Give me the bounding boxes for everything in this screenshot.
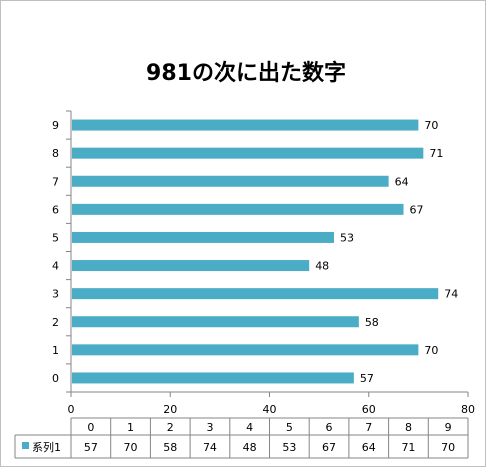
category-label: 6: [52, 203, 59, 216]
table-value-cell: 74: [203, 441, 217, 454]
table-header-cell: 6: [326, 421, 333, 434]
data-label: 70: [424, 344, 438, 357]
table-value-cell: 58: [163, 441, 177, 454]
category-label: 9: [52, 119, 59, 132]
table-value-cell: 64: [362, 441, 376, 454]
data-label: 71: [429, 147, 443, 160]
value-tick-label: 80: [461, 403, 475, 416]
data-label: 67: [409, 203, 423, 216]
category-label: 7: [52, 175, 59, 188]
legend-swatch: [22, 442, 29, 449]
table-header-cell: 5: [286, 421, 293, 434]
bar-4: [72, 260, 310, 272]
plot-area: 0 20 40 60 80 0 57 1 70 2 58 3 74 4 48 5 53 6 67 7 64 8 71 9 70: [52, 110, 475, 416]
data-label: 53: [340, 231, 354, 244]
table-value-cell: 48: [243, 441, 257, 454]
bar-9: [72, 119, 419, 131]
chart-title: 981の次に出た数字: [146, 60, 346, 86]
bar-6: [72, 203, 404, 215]
table-header-cell: 2: [167, 421, 174, 434]
table-value-cell: 53: [282, 441, 296, 454]
table-value-cell: 70: [124, 441, 138, 454]
value-tick-label: 0: [68, 403, 75, 416]
bar-2: [72, 316, 359, 328]
category-label: 2: [52, 316, 59, 329]
data-label: 64: [395, 175, 409, 188]
category-label: 1: [52, 344, 59, 357]
table-header-cell: 4: [246, 421, 253, 434]
data-label: 57: [360, 372, 374, 385]
table-header-cell: 9: [445, 421, 452, 434]
value-tick-label: 20: [163, 403, 177, 416]
value-tick-label: 40: [263, 403, 277, 416]
table-header-cell: 0: [87, 421, 94, 434]
bar-5: [72, 231, 335, 243]
data-table: 0 57 1 70 2 58 3 74 4 48 5 53 6 67 7 64 8 71 9 70 系列1: [14, 417, 469, 459]
bar-8: [72, 147, 424, 159]
data-label: 48: [315, 260, 329, 273]
bar-0: [72, 372, 354, 384]
legend-series-name: 系列1: [32, 440, 61, 454]
category-label: 4: [52, 260, 59, 273]
data-label: 70: [424, 119, 438, 132]
table-header-cell: 1: [127, 421, 134, 434]
table-value-cell: 70: [441, 441, 455, 454]
table-value-cell: 57: [84, 441, 98, 454]
category-label: 3: [52, 288, 59, 301]
data-label: 58: [365, 316, 379, 329]
bar-7: [72, 175, 389, 187]
bar-1: [72, 344, 419, 356]
category-label: 0: [52, 372, 59, 385]
table-header-cell: 3: [206, 421, 213, 434]
bar-3: [72, 288, 439, 300]
category-label: 8: [52, 147, 59, 160]
table-header-cell: 8: [405, 421, 412, 434]
table-header-cell: 7: [365, 421, 372, 434]
value-tick-label: 60: [362, 403, 376, 416]
category-label: 5: [52, 231, 59, 244]
data-label: 74: [444, 288, 458, 301]
table-value-cell: 71: [401, 441, 415, 454]
table-value-cell: 67: [322, 441, 336, 454]
